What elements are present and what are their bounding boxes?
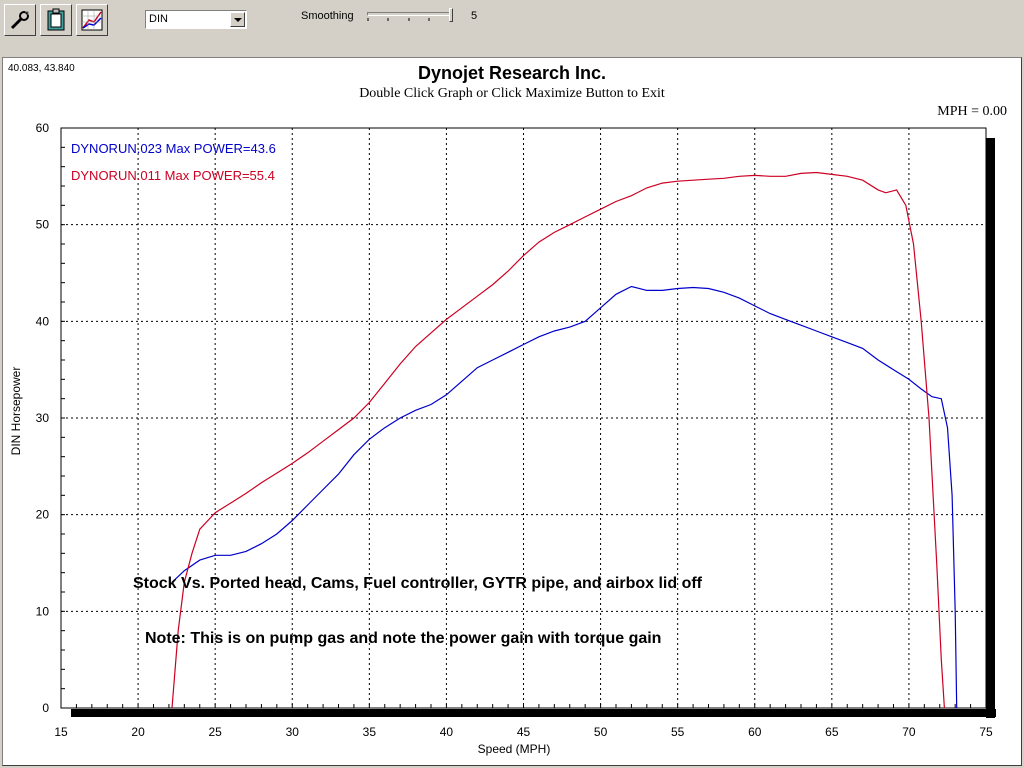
- smoothing-slider[interactable]: [367, 12, 451, 16]
- y-axis-ticks: 0 10 20 30 40 50 60: [36, 121, 50, 715]
- smoothing-value: 5: [471, 10, 478, 22]
- mph-readout: MPH = 0.00: [937, 104, 1007, 119]
- series-line-2: [171, 171, 945, 709]
- wrench-icon: [10, 11, 29, 30]
- chart-grid: [61, 128, 986, 708]
- y-tick-label: 10: [36, 604, 50, 618]
- wrench-button[interactable]: [4, 4, 36, 36]
- smoothing-slider-ticks: [367, 18, 451, 21]
- unit-select-value: DIN: [149, 13, 168, 25]
- dyno-chart[interactable]: 40.083, 43.840 Dynojet Research Inc. Dou…: [3, 58, 1021, 765]
- y-tick-label: 0: [42, 701, 49, 715]
- x-tick-label: 70: [902, 725, 916, 739]
- smoothing-slider-thumb[interactable]: [449, 8, 453, 22]
- y-tick-label: 30: [36, 411, 50, 425]
- annotation-2: Note: This is on pump gas and note the p…: [145, 630, 661, 647]
- unit-select[interactable]: DIN: [145, 10, 247, 29]
- graph-settings-button[interactable]: [76, 4, 108, 36]
- y-axis-label: DIN Horsepower: [9, 367, 23, 456]
- y-tick-label: 60: [36, 121, 50, 135]
- x-tick-label: 35: [363, 725, 377, 739]
- x-tick-label: 25: [208, 725, 222, 739]
- chevron-down-icon[interactable]: [230, 12, 245, 27]
- x-tick-label: 30: [286, 725, 300, 739]
- toolbar: DIN Smoothing 5: [0, 0, 1024, 40]
- x-tick-label: 45: [517, 725, 531, 739]
- chart-subtitle: Double Click Graph or Click Maximize But…: [359, 86, 665, 101]
- legend-entry-1: DYNORUN.023 Max POWER=43.6: [71, 141, 276, 156]
- x-tick-label: 60: [748, 725, 762, 739]
- clipboard-button[interactable]: [40, 4, 72, 36]
- chart-annotations: Stock Vs. Ported head, Cams, Fuel contro…: [133, 575, 703, 647]
- smoothing-label: Smoothing: [301, 10, 354, 22]
- legend-entry-2: DYNORUN.011 Max POWER=55.4: [71, 168, 275, 183]
- minor-ticks: [60, 127, 987, 709]
- x-tick-label: 40: [440, 725, 454, 739]
- x-axis-label: Speed (MPH): [478, 742, 551, 756]
- x-tick-label: 75: [979, 725, 993, 739]
- x-tick-label: 65: [825, 725, 839, 739]
- cursor-readout: 40.083, 43.840: [8, 63, 75, 74]
- y-tick-label: 50: [36, 218, 50, 232]
- y-tick-label: 20: [36, 508, 50, 522]
- x-tick-label: 55: [671, 725, 685, 739]
- series-line-1: [171, 285, 958, 709]
- graph-panel[interactable]: 40.083, 43.840 Dynojet Research Inc. Dou…: [2, 57, 1022, 766]
- y-tick-label: 40: [36, 314, 50, 328]
- x-tick-label: 15: [54, 725, 68, 739]
- x-tick-label: 50: [594, 725, 608, 739]
- plot-shadow-right: [986, 138, 995, 718]
- chart-legend: DYNORUN.023 Max POWER=43.6 DYNORUN.011 Ma…: [71, 141, 276, 183]
- clipboard-icon: [47, 8, 65, 31]
- plot-shadow-bottom: [71, 709, 996, 717]
- graph-settings-icon: [81, 9, 103, 31]
- annotation-1: Stock Vs. Ported head, Cams, Fuel contro…: [133, 575, 703, 592]
- x-tick-label: 20: [131, 725, 145, 739]
- series-group: [171, 171, 958, 709]
- chart-title: Dynojet Research Inc.: [418, 63, 606, 83]
- x-axis-ticks: 15 20 25 30 35 40 45 50 55 60 65 70 75: [54, 725, 993, 739]
